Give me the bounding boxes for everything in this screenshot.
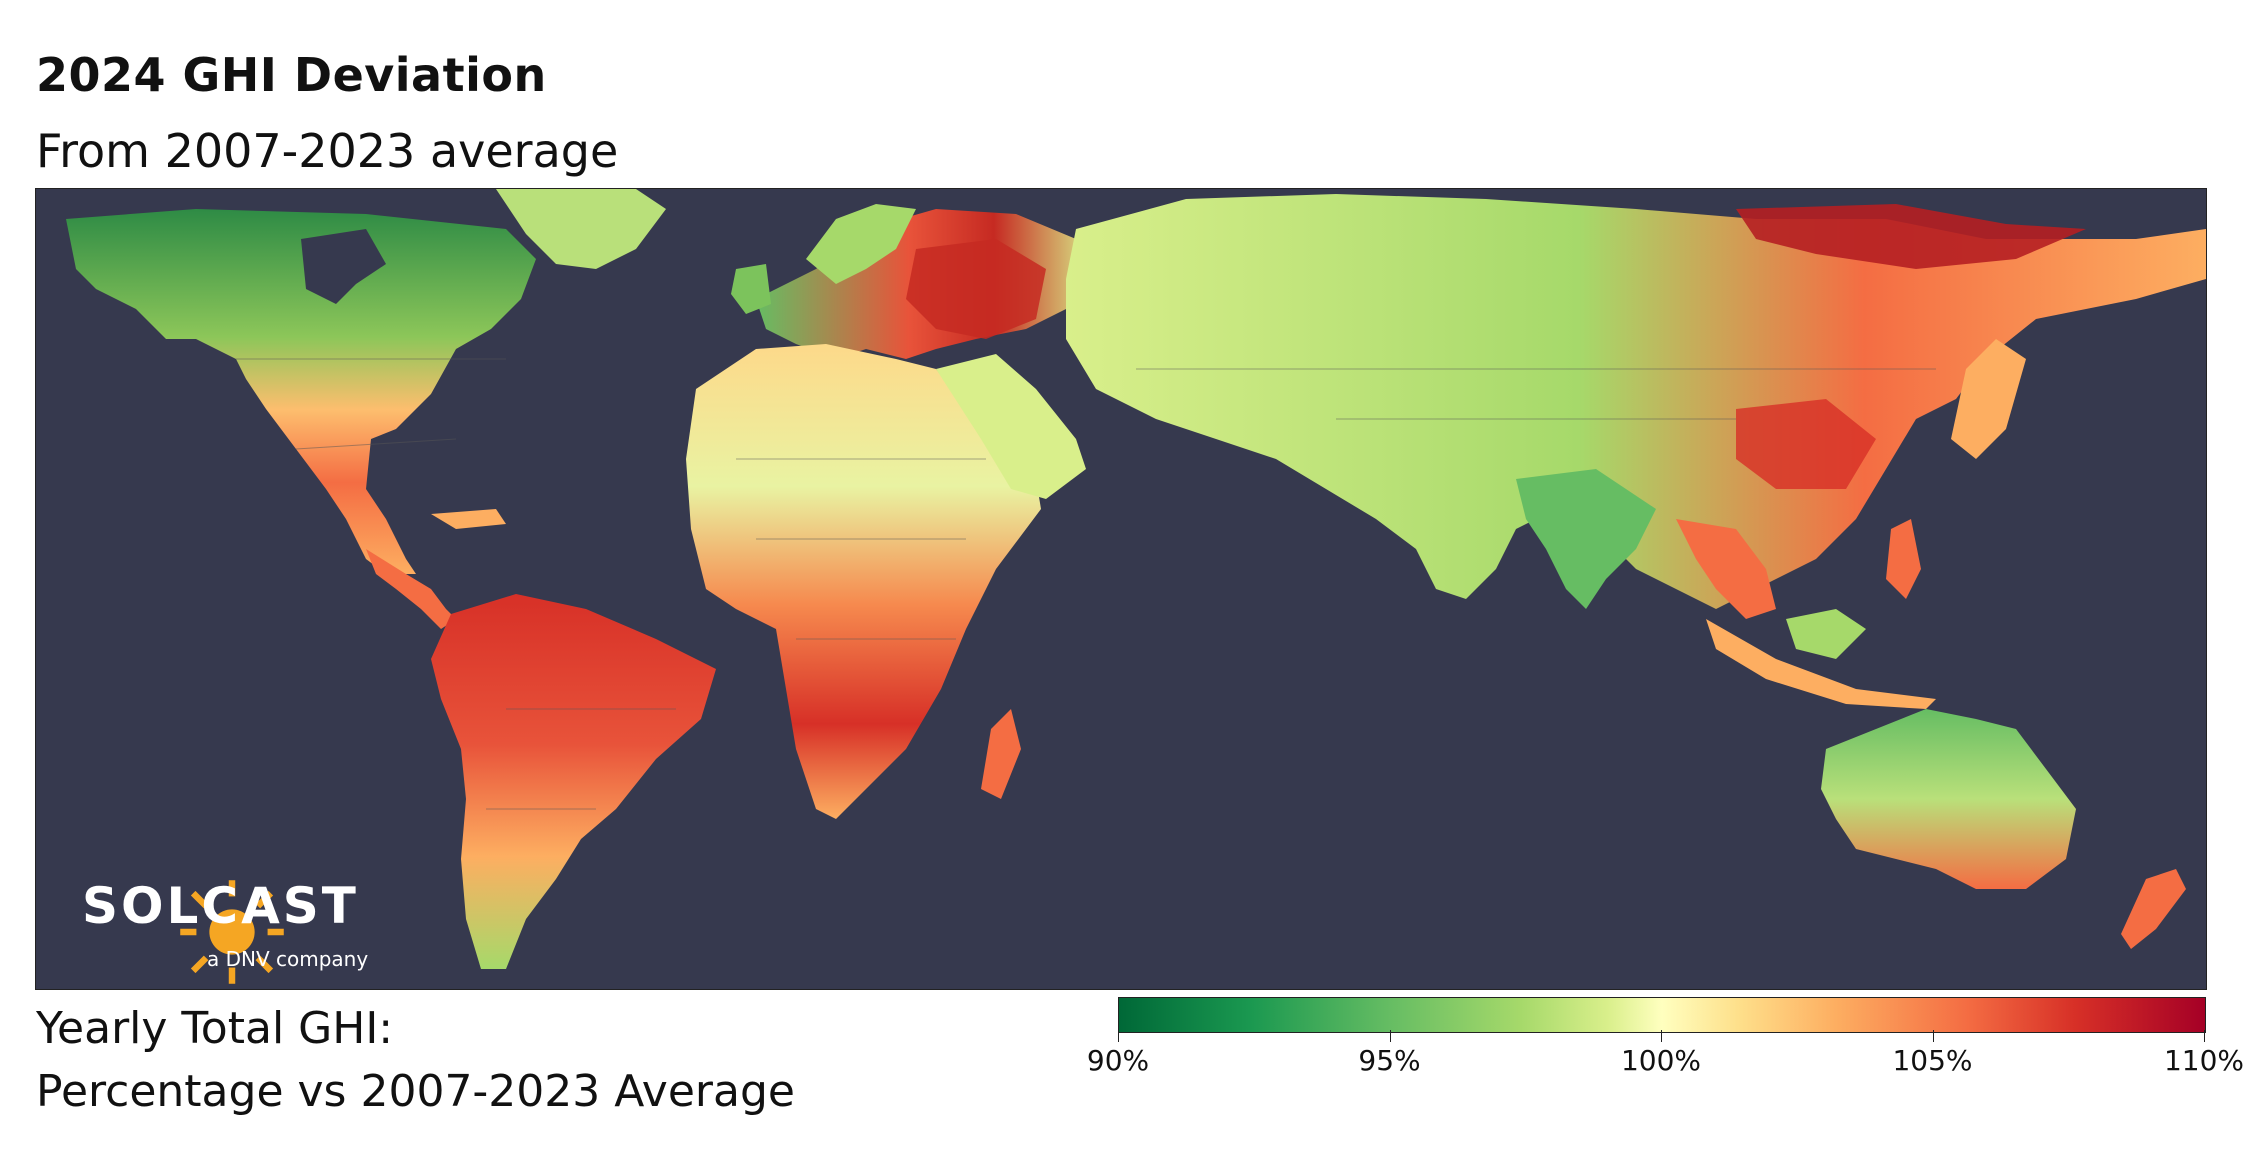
colorbar-tick xyxy=(1389,1030,1391,1042)
colorbar-tick-label: 100% xyxy=(1620,1044,1702,1077)
south-america xyxy=(431,594,716,969)
colorbar-tick-label: 95% xyxy=(1358,1044,1421,1077)
asia xyxy=(1066,194,2206,609)
legend-title-line1: Yearly Total GHI: xyxy=(36,1003,394,1054)
greenland xyxy=(496,189,666,269)
india xyxy=(1516,469,1656,609)
logo-wordmark: SOLCAST xyxy=(82,877,359,935)
colorbar-tick-label: 90% xyxy=(1086,1044,1150,1077)
map-title: 2024 GHI Deviation xyxy=(36,48,547,102)
sun-icon xyxy=(180,880,284,984)
map-subtitle: From 2007-2023 average xyxy=(36,124,619,178)
colorbar-tick xyxy=(2204,1030,2205,1042)
world-map: SOLCAST a DNV company xyxy=(35,188,2207,990)
central-america xyxy=(366,549,456,629)
colorbar-tick xyxy=(1932,1030,1934,1042)
colorbar-tick-label: 105% xyxy=(1892,1044,1973,1077)
colorbar-tick-label: 110% xyxy=(2163,1044,2245,1077)
legend-title-line2: Percentage vs 2007-2023 Average xyxy=(36,1066,795,1117)
australia xyxy=(1821,709,2076,889)
africa xyxy=(686,344,1041,819)
solcast-logo: SOLCAST a DNV company xyxy=(82,877,382,987)
north-america xyxy=(66,209,536,574)
colorbar-tick xyxy=(1661,1030,1662,1042)
colorbar-tick xyxy=(1118,1030,1119,1042)
colorbar xyxy=(1118,997,2206,1033)
arabian-peninsula xyxy=(936,354,1086,499)
country-borders xyxy=(236,358,1936,810)
logo-tagline: a DNV company xyxy=(207,947,369,971)
world-map-svg xyxy=(66,189,2206,969)
